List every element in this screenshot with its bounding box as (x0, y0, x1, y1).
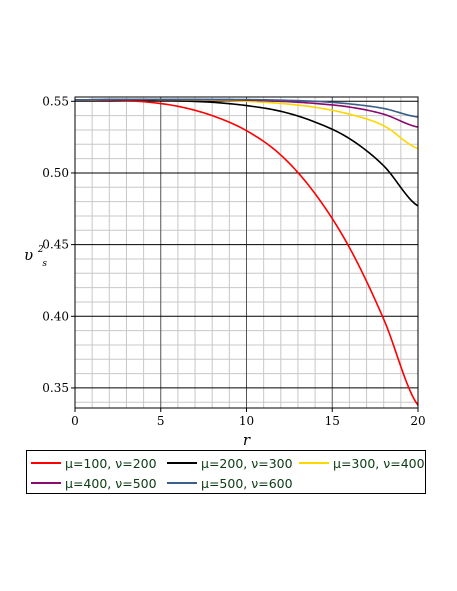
legend-item-mu400: μ=400, ν=500 (31, 473, 157, 493)
y-axis-label-sub: s (42, 259, 47, 269)
x-tick-label: 0 (71, 414, 79, 428)
legend-swatch-yellow (299, 462, 329, 464)
legend-swatch-blue (167, 482, 197, 484)
legend-label-mu200: μ=200, ν=300 (201, 455, 293, 471)
y-axis-label-sup: 2 (37, 245, 44, 255)
y-axis-ticks: 0.35 0.40 0.45 0.50 0.55 (42, 94, 75, 395)
x-axis-label: r (243, 431, 251, 449)
legend-row-1: μ=100, ν=200 μ=200, ν=300 μ=300, ν=400 (27, 453, 425, 473)
y-tick-label: 0.45 (42, 238, 69, 252)
y-tick-label: 0.40 (42, 309, 69, 323)
series-line-5 (74, 98, 419, 118)
grid-major (75, 97, 418, 408)
legend-row-2: μ=400, ν=500 μ=500, ν=600 (27, 473, 425, 493)
chart-legend: μ=100, ν=200 μ=200, ν=300 μ=300, ν=400 μ… (26, 450, 426, 494)
legend-item-mu200: μ=200, ν=300 (167, 453, 293, 473)
y-axis-label-base: υ (24, 246, 33, 264)
y-axis-label: υ 2 s (24, 238, 48, 269)
x-tick-label: 5 (157, 414, 165, 428)
y-tick-label: 0.50 (42, 166, 69, 180)
legend-item-mu100: μ=100, ν=200 (31, 453, 157, 473)
y-tick-label: 0.55 (42, 94, 69, 108)
legend-swatch-black (167, 462, 197, 464)
x-axis-ticks: 0 5 10 15 20 (71, 408, 426, 428)
legend-item-mu500: μ=500, ν=600 (167, 473, 293, 493)
legend-label-mu500: μ=500, ν=600 (201, 475, 293, 491)
legend-label-mu100: μ=100, ν=200 (65, 455, 157, 471)
x-tick-label: 15 (325, 414, 340, 428)
series-line-1 (74, 99, 419, 406)
line-chart: 0 5 10 15 20 0.35 0.40 0.45 0.50 0.55 r υ 2 s (24, 94, 426, 449)
legend-swatch-purple (31, 482, 61, 484)
x-tick-label: 10 (239, 414, 254, 428)
legend-swatch-red (31, 462, 61, 464)
legend-label-mu400: μ=400, ν=500 (65, 475, 157, 491)
legend-item-mu300: μ=300, ν=400 (299, 453, 425, 473)
x-tick-label: 20 (410, 414, 425, 428)
series-layer (74, 98, 419, 406)
legend-label-mu300: μ=300, ν=400 (333, 455, 425, 471)
y-tick-label: 0.35 (42, 381, 69, 395)
